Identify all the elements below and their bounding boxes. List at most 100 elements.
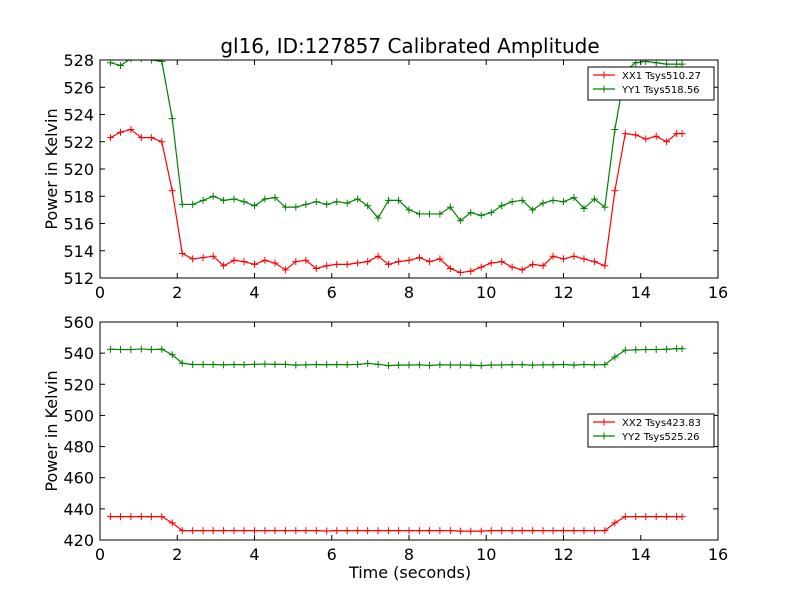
data-point-marker bbox=[240, 258, 248, 266]
data-point-marker bbox=[312, 361, 320, 369]
data-point-marker bbox=[220, 262, 228, 270]
data-point-marker bbox=[498, 202, 506, 210]
data-point-marker bbox=[415, 527, 423, 535]
data-point-marker bbox=[220, 361, 228, 369]
data-point-marker bbox=[158, 513, 166, 521]
data-point-marker bbox=[446, 527, 454, 535]
data-point-marker bbox=[663, 60, 671, 68]
data-point-marker bbox=[590, 195, 598, 203]
data-point-marker bbox=[147, 513, 155, 521]
data-point-marker bbox=[116, 61, 124, 69]
data-point-marker bbox=[508, 527, 516, 535]
series-group bbox=[106, 125, 686, 277]
chart-title: gl16, ID:127857 Calibrated Amplitude bbox=[220, 34, 599, 58]
y-tick-label: 518 bbox=[63, 187, 94, 206]
y-tick-label: 512 bbox=[63, 269, 94, 288]
data-point-marker bbox=[477, 362, 485, 370]
data-point-marker bbox=[271, 194, 279, 202]
data-point-marker bbox=[621, 346, 629, 354]
x-tick-label: 8 bbox=[404, 283, 414, 302]
data-point-marker bbox=[106, 513, 114, 521]
data-point-marker bbox=[652, 513, 660, 521]
x-axis-label: Time (seconds) bbox=[348, 563, 471, 582]
data-point-marker bbox=[127, 125, 135, 133]
data-point-marker bbox=[385, 527, 393, 535]
data-point-marker bbox=[652, 346, 660, 354]
legend-box bbox=[587, 66, 715, 101]
data-point-marker bbox=[642, 60, 650, 65]
data-point-marker bbox=[292, 203, 300, 211]
data-point-marker bbox=[395, 258, 403, 266]
data-point-marker bbox=[354, 361, 362, 369]
data-point-marker bbox=[560, 527, 567, 535]
data-point-marker bbox=[529, 260, 537, 268]
data-point-marker bbox=[405, 527, 413, 535]
data-point-marker bbox=[456, 527, 464, 535]
data-point-marker bbox=[127, 346, 135, 354]
x-tick-label: 16 bbox=[708, 283, 728, 302]
data-point-marker bbox=[209, 361, 217, 369]
legend-entry-label: YY2 Tsys525.26 bbox=[621, 432, 700, 443]
data-point-marker bbox=[343, 527, 351, 535]
y-axis-label: Power in Kelvin bbox=[42, 370, 61, 491]
data-point-marker bbox=[446, 264, 454, 272]
data-point-marker bbox=[281, 203, 289, 211]
data-point-marker bbox=[456, 361, 464, 369]
data-point-marker bbox=[271, 360, 279, 368]
series-group bbox=[106, 513, 686, 535]
x-tick-label: 2 bbox=[172, 283, 182, 302]
data-point-marker bbox=[477, 263, 485, 271]
y-tick-label: 520 bbox=[63, 375, 94, 394]
data-point-marker bbox=[230, 256, 238, 264]
y-tick-label: 522 bbox=[63, 133, 94, 152]
data-point-marker bbox=[302, 527, 310, 535]
data-point-marker bbox=[116, 128, 124, 136]
data-point-marker bbox=[498, 258, 506, 266]
x-tick-label: 10 bbox=[476, 545, 496, 564]
data-point-marker bbox=[189, 527, 197, 535]
data-point-marker bbox=[271, 259, 279, 267]
data-point-marker bbox=[601, 203, 609, 211]
data-point-marker bbox=[570, 527, 578, 535]
data-point-marker bbox=[106, 134, 114, 142]
data-point-marker bbox=[560, 255, 567, 263]
data-point-marker bbox=[405, 361, 413, 369]
data-point-marker bbox=[580, 205, 588, 213]
data-point-marker bbox=[487, 527, 495, 535]
y-tick-label: 500 bbox=[63, 406, 94, 425]
data-point-marker bbox=[498, 527, 506, 535]
data-point-marker bbox=[477, 527, 485, 535]
data-point-marker bbox=[230, 527, 238, 535]
data-point-marker bbox=[518, 361, 526, 369]
data-point-marker bbox=[209, 252, 217, 260]
data-point-marker bbox=[251, 260, 258, 268]
data-point-marker bbox=[385, 196, 393, 204]
data-point-marker bbox=[323, 262, 331, 270]
data-point-marker bbox=[415, 254, 423, 262]
data-point-marker bbox=[178, 527, 186, 535]
x-tick-label: 16 bbox=[708, 545, 728, 564]
data-point-marker bbox=[178, 249, 186, 257]
data-point-marker bbox=[374, 527, 382, 535]
y-tick-label: 524 bbox=[63, 106, 94, 125]
data-point-marker bbox=[354, 259, 362, 267]
data-point-marker bbox=[261, 195, 269, 203]
x-tick-label: 6 bbox=[327, 545, 337, 564]
data-point-marker bbox=[189, 200, 197, 208]
data-point-marker bbox=[498, 361, 506, 369]
data-point-marker bbox=[549, 196, 557, 204]
data-point-marker bbox=[425, 210, 433, 218]
data-point-marker bbox=[106, 345, 114, 353]
data-point-marker bbox=[611, 519, 619, 527]
data-point-marker bbox=[467, 361, 475, 369]
data-point-marker bbox=[292, 527, 300, 535]
data-point-marker bbox=[209, 192, 217, 200]
bottom-plot: 0 2 4 6 8 10 12 14 16 420 440 460 480 500 520 540 560 Pow… bbox=[42, 313, 728, 564]
data-point-marker bbox=[333, 198, 341, 206]
y-axis-label: Power in Kelvin bbox=[42, 108, 61, 229]
data-point-marker bbox=[405, 206, 413, 214]
legend-marker bbox=[600, 432, 608, 440]
data-point-marker bbox=[549, 361, 557, 369]
data-point-marker bbox=[446, 203, 454, 211]
data-point-marker bbox=[529, 206, 537, 214]
